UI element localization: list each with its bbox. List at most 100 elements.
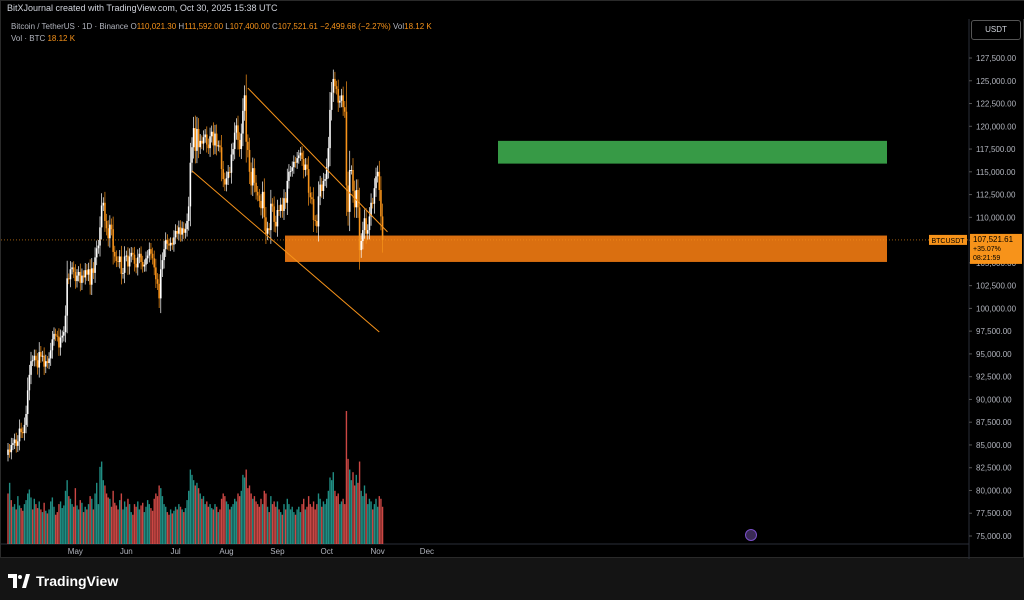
candle-body	[79, 271, 82, 283]
volume-bar	[125, 506, 127, 544]
volume-bar	[48, 509, 50, 544]
volume-bar	[158, 485, 160, 544]
volume-bar	[173, 510, 175, 544]
volume-bar	[293, 512, 295, 544]
volume-bar	[81, 502, 83, 544]
volume-bar	[378, 496, 380, 544]
candle-body	[347, 185, 349, 212]
candle-body	[104, 202, 106, 221]
legend-high: 111,592.00	[184, 22, 224, 31]
volume-bar	[360, 490, 362, 544]
candle-body	[291, 167, 294, 171]
candle-body	[299, 152, 302, 156]
last-price-label: 107,521.61	[973, 235, 1014, 244]
legend-volume-label[interactable]: Vol · BTC	[11, 34, 46, 43]
candle-body	[15, 439, 18, 446]
price-tick-label: 127,500.00	[976, 54, 1017, 63]
volume-bar	[176, 509, 178, 544]
volume-bar	[99, 466, 101, 544]
volume-bar	[289, 509, 292, 544]
candle-body	[343, 107, 346, 112]
legend-vol-key: Vol	[393, 22, 405, 31]
volume-bar	[130, 512, 132, 544]
lightning-icon[interactable]	[745, 529, 757, 541]
legend-symbol[interactable]: Bitcoin / TetherUS · 1D · Binance	[11, 22, 129, 31]
volume-bar	[76, 505, 78, 544]
candle-body	[266, 228, 269, 234]
candle-body	[95, 248, 98, 258]
candle-body	[18, 428, 21, 442]
candlestick-chart[interactable]: 127,500.00 125,000.00 122,500.00 120,000.00…	[1, 1, 1024, 559]
chart-panel[interactable]: 127,500.00 125,000.00 122,500.00 120,000.00…	[0, 0, 1024, 559]
volume-bar	[312, 501, 315, 544]
volume-bar	[23, 504, 26, 544]
candle-body	[243, 95, 246, 111]
candle-body	[86, 270, 88, 275]
price-tick-label: 75,000.00	[976, 532, 1012, 541]
candle-body	[370, 202, 372, 217]
candle-body	[233, 132, 236, 150]
candle-body	[67, 278, 70, 280]
candle-body	[155, 267, 157, 280]
volume-bar	[117, 509, 119, 544]
volume-bar	[303, 498, 305, 544]
candle-body	[64, 315, 67, 333]
price-tick-label: 87,500.00	[976, 418, 1012, 427]
volume-bar	[220, 498, 223, 544]
currency-selector-button[interactable]: USDT	[971, 20, 1021, 40]
candle-body	[297, 155, 300, 159]
tradingview-logo[interactable]: TradingView	[8, 572, 118, 590]
time-tick-label: Aug	[219, 547, 233, 556]
volume-bar	[174, 506, 177, 544]
candle-body	[23, 424, 26, 434]
candle-body	[35, 355, 37, 361]
legend-change: −2,499.68 (−2.27%)	[320, 22, 391, 31]
candle-body	[135, 263, 137, 268]
price-tick-label: 95,000.00	[976, 350, 1012, 359]
time-tick-label: Jun	[120, 547, 133, 556]
volume-bar	[140, 505, 142, 544]
volume-bar	[327, 490, 330, 544]
legend-volume-row: Vol · BTC 18.12 K	[11, 33, 432, 45]
volume-bar	[89, 496, 91, 544]
volume-bar	[148, 504, 150, 544]
candle-body	[192, 128, 195, 148]
volume-bar	[322, 501, 325, 544]
candle-body	[358, 207, 361, 251]
volume-bar	[309, 504, 311, 544]
volume-bar	[115, 505, 118, 544]
candle-body	[205, 134, 208, 145]
volume-bar	[273, 501, 275, 544]
volume-bar	[191, 474, 193, 544]
volume-bar	[255, 501, 257, 544]
volume-bar	[202, 496, 205, 544]
candle-body	[36, 360, 39, 368]
candle-body	[115, 256, 118, 262]
volume-bar	[100, 461, 103, 544]
volume-bar	[155, 493, 157, 544]
volume-bar	[299, 512, 302, 544]
legend-open: 110,021.30	[136, 22, 177, 31]
candle-body	[260, 200, 262, 209]
volume-bar	[365, 493, 367, 544]
volume-bar	[358, 461, 361, 544]
volume-bar	[168, 514, 170, 544]
snapshot-title: BitXJournal created with TradingView.com…	[7, 3, 278, 13]
candle-body	[279, 204, 282, 211]
volume-bar	[171, 513, 173, 544]
candle-body	[283, 198, 285, 211]
volume-bar	[183, 512, 185, 544]
candle-body	[156, 279, 159, 284]
symbol-tag-label: BTCUSDT	[931, 238, 965, 245]
volume-bar	[278, 509, 280, 544]
volume-bar	[120, 493, 123, 544]
candle-body	[215, 133, 218, 147]
time-tick-label: Sep	[270, 547, 285, 556]
volume-bar	[276, 501, 279, 544]
price-tick-label: 115,000.00	[976, 168, 1016, 177]
volume-bar	[25, 500, 27, 544]
volume-bar	[238, 496, 241, 544]
volume-bar	[242, 474, 244, 544]
legend-close: 107,521.61	[277, 22, 318, 31]
candle-body	[355, 190, 358, 208]
